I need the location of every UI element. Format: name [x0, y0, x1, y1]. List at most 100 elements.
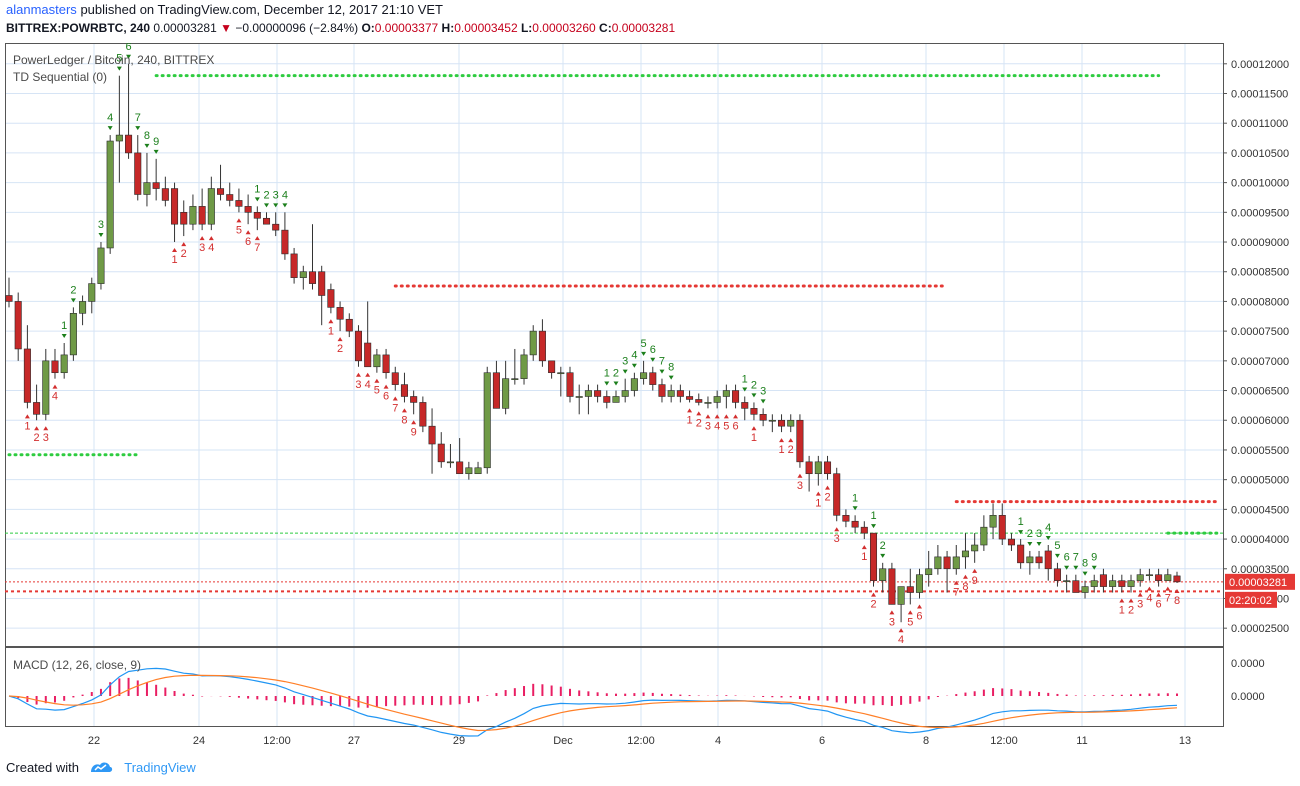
- candle-body: [446, 461, 454, 464]
- td-sell-count: 3: [622, 356, 628, 368]
- last-price-tag: [1225, 573, 1295, 590]
- candle-body: [143, 182, 151, 195]
- td-buy-count: 3: [705, 420, 711, 432]
- td-sell-arrow-icon: [153, 149, 159, 154]
- candle-body: [971, 544, 979, 552]
- td-buy-arrow-icon: [898, 628, 904, 633]
- td-buy-arrow-icon: [1128, 598, 1134, 603]
- candle-body: [998, 515, 1006, 540]
- td-buy-arrow-icon: [355, 372, 361, 377]
- candle-body: [1155, 574, 1163, 581]
- td-sell-arrow-icon: [254, 197, 260, 202]
- candle-body: [603, 396, 611, 403]
- td-sell-count: 2: [880, 540, 886, 552]
- td-buy-arrow-icon: [1137, 592, 1143, 597]
- td-sell-arrow-icon: [135, 126, 141, 131]
- macd-tick-label: 0.0000: [1231, 658, 1265, 670]
- td-buy-count: 4: [1146, 593, 1152, 605]
- td-buy-arrow-icon: [696, 411, 702, 416]
- candle-body: [483, 372, 491, 469]
- td-buy-arrow-icon: [889, 610, 895, 615]
- last-price: 0.00003281: [153, 21, 217, 35]
- candle-body: [235, 200, 243, 207]
- candle-body: [778, 419, 786, 427]
- candle-body: [805, 461, 813, 475]
- candle-body: [851, 520, 859, 528]
- td-buy-count: 2: [788, 444, 794, 456]
- candle-body: [299, 271, 307, 278]
- candle-body: [584, 390, 592, 397]
- candle-body: [658, 384, 666, 397]
- td-buy-arrow-icon: [953, 580, 959, 585]
- candle-body: [520, 354, 528, 379]
- td-sell-count: 3: [1036, 528, 1042, 540]
- signal-line: [8, 674, 1178, 732]
- low-value: 0.00003260: [532, 21, 596, 35]
- td-buy-arrow-icon: [374, 378, 380, 383]
- td-buy-arrow-icon: [815, 491, 821, 496]
- y-tick-label: 0.00011000: [1231, 118, 1288, 130]
- candle-body: [217, 188, 225, 195]
- y-tick-label: 0.00004000: [1231, 534, 1289, 546]
- candle-body: [290, 253, 298, 278]
- td-sell-arrow-icon: [144, 143, 150, 148]
- td-sell-arrow-icon: [126, 54, 132, 59]
- high-label: H:: [441, 21, 455, 35]
- td-sell-arrow-icon: [742, 387, 748, 392]
- candle-body: [961, 550, 969, 558]
- tradingview-link[interactable]: TradingView: [124, 760, 196, 775]
- candle-body: [1053, 568, 1061, 581]
- td-sell-count: 4: [631, 350, 637, 362]
- td-buy-arrow-icon: [972, 568, 978, 573]
- td-sell-arrow-icon: [1018, 530, 1024, 535]
- y-tick-label: 0.00004500: [1231, 504, 1289, 516]
- td-buy-count: 3: [199, 242, 205, 254]
- td-buy-count: 3: [1137, 599, 1143, 611]
- macd-tick-label: 0.0000: [1231, 691, 1265, 703]
- td-buy-arrow-icon: [871, 592, 877, 597]
- td-buy-arrow-icon: [714, 414, 720, 419]
- y-tick-label: 0.00010000: [1231, 178, 1289, 190]
- td-buy-count: 1: [751, 432, 757, 444]
- td-sell-arrow-icon: [622, 369, 628, 374]
- td-buy-count: 4: [208, 242, 214, 254]
- td-buy-count: 7: [254, 242, 260, 254]
- td-sell-count: 1: [852, 492, 858, 504]
- low-label: L:: [520, 21, 533, 35]
- td-buy-arrow-icon: [236, 218, 242, 223]
- candle-body: [115, 134, 123, 142]
- candle-body: [943, 556, 951, 570]
- td-buy-arrow-icon: [788, 438, 794, 443]
- macd-label: MACD (12, 26, close, 9): [13, 658, 141, 672]
- td-sell-arrow-icon: [273, 203, 279, 208]
- candle-body: [152, 182, 160, 189]
- candle-body: [722, 390, 730, 397]
- td-buy-arrow-icon: [199, 236, 205, 241]
- candle-body: [97, 247, 105, 284]
- y-tick-label: 0.00006000: [1231, 415, 1289, 427]
- candle-body: [1099, 574, 1107, 587]
- td-buy-arrow-icon: [751, 426, 757, 431]
- candle-body: [750, 408, 758, 415]
- td-sell-arrow-icon: [659, 369, 665, 374]
- td-buy-count: 6: [916, 610, 922, 622]
- td-sell-arrow-icon: [1045, 536, 1051, 541]
- td-buy-arrow-icon: [365, 372, 371, 377]
- candle-body: [630, 378, 638, 391]
- td-buy-arrow-icon: [797, 473, 803, 478]
- td-sell-arrow-icon: [1091, 565, 1097, 570]
- candle-body: [621, 390, 629, 397]
- candle-body: [354, 330, 362, 362]
- y-tick-label: 0.00006500: [1231, 386, 1289, 398]
- td-sell-count: 1: [1018, 516, 1024, 528]
- td-buy-count: 5: [236, 224, 242, 236]
- candles: [5, 63, 1181, 623]
- x-tick-label: 13: [1179, 735, 1191, 747]
- td-sell-count: 2: [1027, 528, 1033, 540]
- td-buy-count: 8: [1174, 595, 1180, 607]
- td-buy-count: 1: [815, 498, 821, 510]
- candle-body: [1118, 580, 1126, 587]
- author-link[interactable]: alanmasters: [6, 2, 77, 17]
